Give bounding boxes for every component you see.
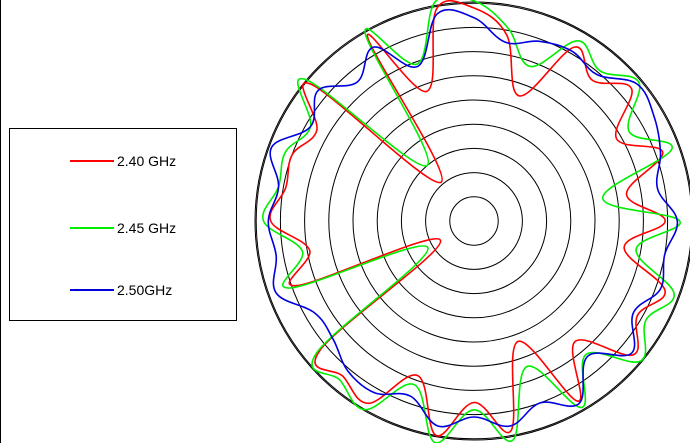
legend-entry-2.40-ghz: 2.40 GHz xyxy=(70,153,176,169)
legend-label-2.40-ghz: 2.40 GHz xyxy=(117,153,177,169)
polar-grid-rings xyxy=(254,1,690,441)
polar-ring-8 xyxy=(279,26,669,416)
polar-ring-4 xyxy=(376,123,572,319)
chart-frame-left-border xyxy=(0,0,1,443)
polar-ring-9 xyxy=(255,2,690,440)
series-line-2.45-ghz xyxy=(261,0,681,443)
legend-label-2.50-ghz: 2.50GHz xyxy=(117,282,173,298)
legend-entry-2.45-ghz: 2.45 GHz xyxy=(70,220,176,236)
polar-ring-outer xyxy=(254,1,690,441)
polar-ring-2 xyxy=(425,172,523,270)
series-line-2.50ghz xyxy=(267,8,679,428)
legend-swatch-2.40-ghz xyxy=(70,160,114,162)
chart-legend: 2.40 GHz 2.45 GHz 2.50GHz xyxy=(9,128,237,321)
legend-entry-2.50-ghz: 2.50GHz xyxy=(70,282,172,298)
polar-series-group xyxy=(261,0,681,443)
legend-swatch-2.50-ghz xyxy=(70,289,114,291)
polar-ring-7 xyxy=(304,51,644,391)
legend-label-2.45-ghz: 2.45 GHz xyxy=(117,220,177,236)
legend-swatch-2.45-ghz xyxy=(70,227,114,229)
series-line-2.40-ghz xyxy=(269,0,667,437)
polar-ring-1 xyxy=(449,196,499,246)
polar-ring-6 xyxy=(328,75,620,367)
polar-ring-3 xyxy=(400,147,548,295)
polar-ring-5 xyxy=(352,99,596,343)
